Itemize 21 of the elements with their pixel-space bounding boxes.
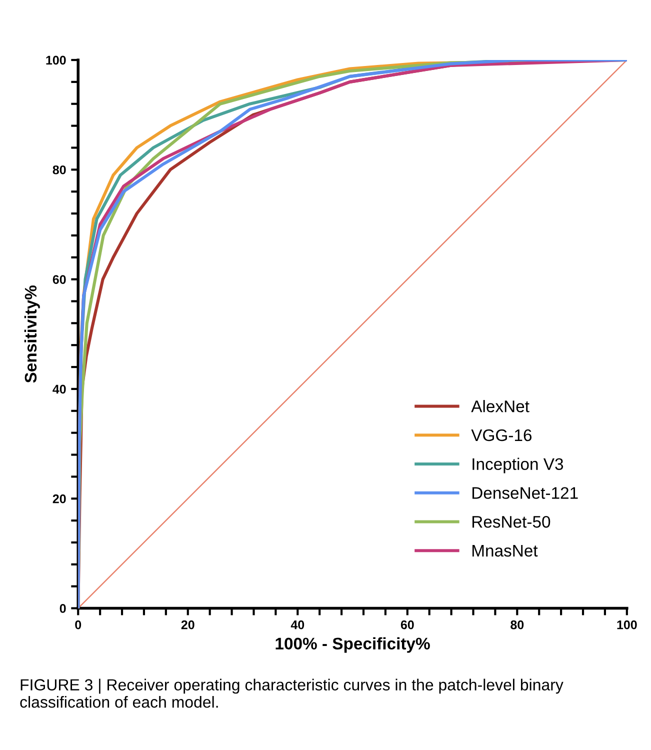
y-tick-label: 0	[60, 604, 66, 613]
x-tick-label: 80	[510, 620, 524, 630]
y-axis-title: Sensitivity%	[24, 285, 40, 383]
y-tick-label: 60	[52, 275, 66, 284]
legend-label: ResNet-50	[472, 516, 550, 528]
y-tick-label: 80	[52, 165, 66, 174]
x-tick-label: 100	[617, 620, 637, 630]
legend-label: AlexNet	[471, 400, 530, 412]
legend-label: Inception V3	[472, 458, 564, 474]
y-tick-label: 40	[52, 384, 66, 394]
x-tick-label: 40	[290, 620, 304, 630]
legend-label: DenseNet-121	[472, 487, 578, 499]
legend-label: MnasNet	[472, 544, 538, 557]
legend-label: VGG-16	[471, 429, 532, 442]
y-tick-label: 20	[52, 494, 66, 504]
x-tick-label: 0	[75, 620, 82, 630]
x-tick-label: 20	[181, 620, 194, 630]
y-tick-label: 100	[46, 56, 66, 65]
caption: FIGURE 3 | Receiver operating characteristic curves in the patch-level binary classification of each model.	[20, 678, 564, 708]
x-tick-label: 60	[400, 620, 414, 630]
x-axis-title: 100% - Specificity%	[276, 637, 430, 653]
